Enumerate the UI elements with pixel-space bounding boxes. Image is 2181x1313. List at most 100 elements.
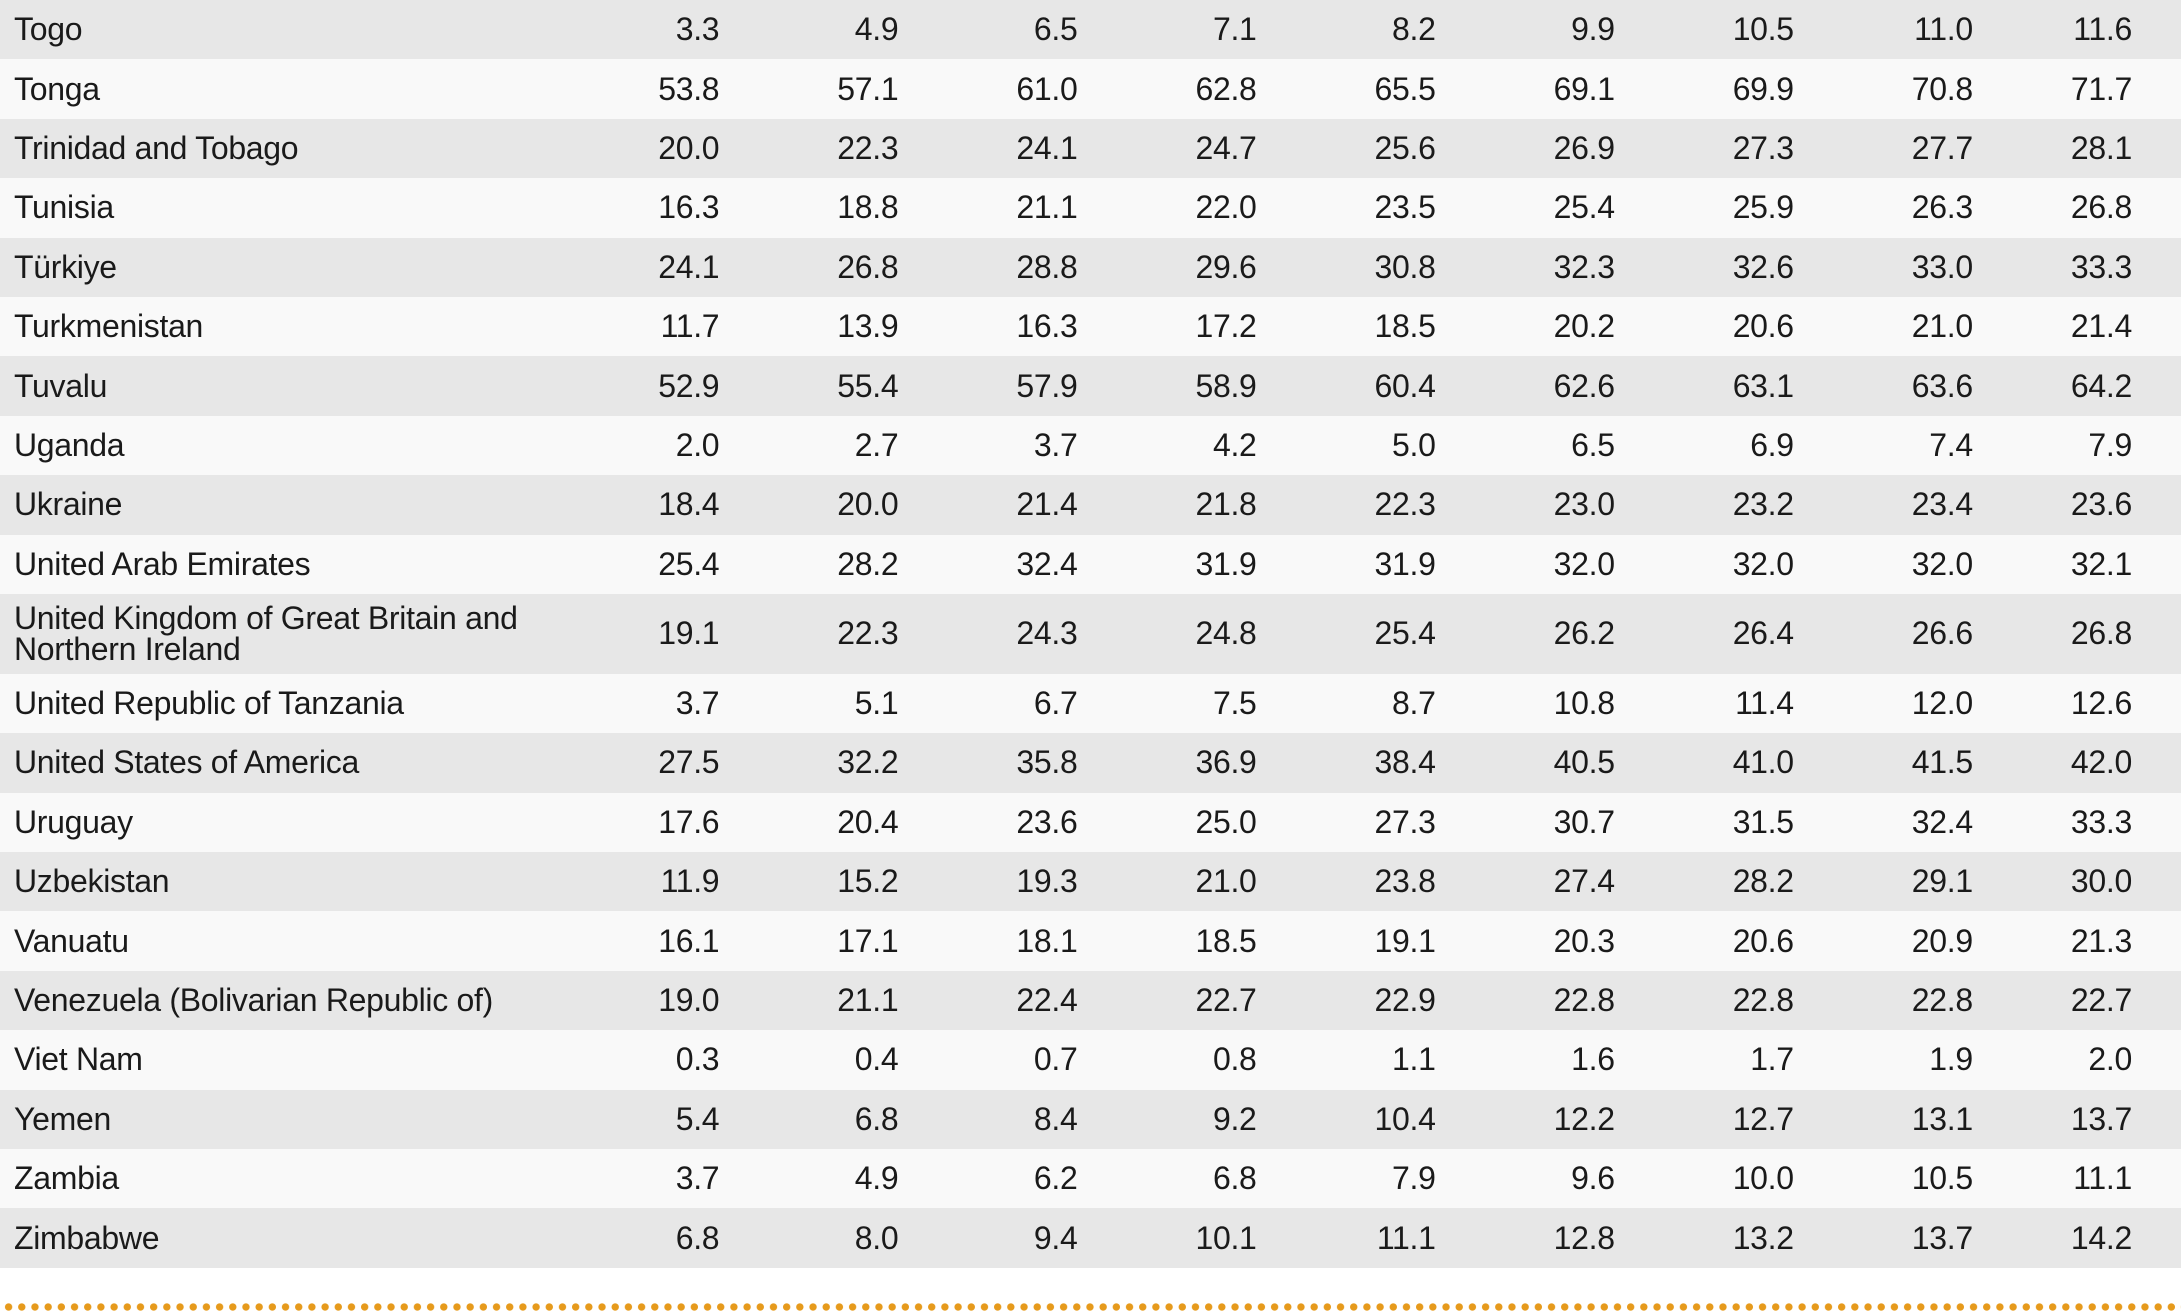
value-cell: 30.8 (1374, 248, 1436, 285)
table-body: Togo 3.3 4.9 6.5 7.1 8.2 9.9 10.5 11.0 11.6 Tonga 5… (0, 0, 2181, 1268)
value-cell: 3.3 (675, 11, 720, 48)
value-cell: 7.9 (2088, 426, 2132, 463)
table-row: Uruguay 17.6 20.4 23.6 25.0 27.3 30.7 31.5 32.4 3… (0, 792, 2181, 853)
value-cell: 27.5 (658, 744, 720, 781)
value-cell: 24.3 (1016, 615, 1078, 652)
value-cell: 11.0 (1914, 11, 1973, 48)
value-cell: 13.1 (1911, 1100, 1973, 1137)
value-cell: 2.0 (2088, 1041, 2132, 1078)
value-cell: 33.3 (2070, 803, 2132, 840)
value-cell: 8.0 (854, 1219, 899, 1256)
country-name-cell: Tonga (14, 70, 100, 107)
value-cell: 7.5 (1212, 685, 1257, 722)
value-cell: 63.6 (1911, 367, 1973, 404)
value-cell: 29.1 (1911, 863, 1973, 900)
value-cell: 6.8 (675, 1219, 720, 1256)
value-cell: 2.7 (854, 426, 899, 463)
value-cell: 0.7 (1033, 1041, 1078, 1078)
value-cell: 21.4 (1016, 486, 1078, 523)
value-cell: 57.1 (837, 70, 899, 107)
table-row: Tunisia 16.3 18.8 21.1 22.0 23.5 25.4 25.9 26.3 2… (0, 178, 2181, 238)
value-cell: 19.3 (1016, 863, 1078, 900)
value-cell: 31.5 (1732, 803, 1794, 840)
value-cell: 29.6 (1195, 248, 1257, 285)
value-cell: 22.3 (1374, 486, 1436, 523)
value-cell: 18.1 (1016, 922, 1078, 959)
value-cell: 3.7 (675, 1160, 720, 1197)
value-cell: 62.8 (1195, 70, 1257, 107)
value-cell: 22.3 (837, 615, 899, 652)
value-cell: 26.6 (1911, 615, 1973, 652)
value-cell: 11.4 (1735, 685, 1794, 722)
value-cell: 24.7 (1195, 129, 1257, 166)
country-name-cell: Zimbabwe (14, 1219, 160, 1256)
value-cell: 21.1 (1016, 189, 1078, 226)
value-cell: 10.5 (1732, 11, 1794, 48)
value-cell: 10.8 (1553, 685, 1615, 722)
value-cell: 65.5 (1374, 70, 1436, 107)
value-cell: 28.8 (1016, 248, 1078, 285)
value-cell: 18.5 (1374, 308, 1436, 345)
value-cell: 27.3 (1732, 129, 1794, 166)
value-cell: 24.8 (1195, 615, 1257, 652)
table-row: United States of America 27.5 32.2 35.8 36.9… (0, 733, 2181, 793)
value-cell: 32.0 (1911, 545, 1973, 582)
value-cell: 19.0 (658, 982, 720, 1019)
value-cell: 8.4 (1033, 1100, 1078, 1137)
table-row: Türkiye 24.1 26.8 28.8 29.6 30.8 32.3 32.6 33.0 3… (0, 237, 2181, 297)
value-cell: 11.7 (660, 308, 720, 345)
value-cell: 13.9 (837, 308, 899, 345)
value-cell: 23.2 (1732, 486, 1794, 523)
value-cell: 20.9 (1911, 922, 1973, 959)
table-row: Vanuatu 16.1 17.1 18.1 18.5 19.1 20.3 20.6 20.9 2… (0, 911, 2181, 971)
value-cell: 30.7 (1553, 803, 1615, 840)
value-cell: 20.3 (1553, 922, 1615, 959)
dotted-divider (0, 1302, 2181, 1312)
value-cell: 23.6 (1016, 803, 1078, 840)
value-cell: 8.7 (1392, 685, 1436, 722)
country-name-cell: United Arab Emirates (14, 545, 311, 582)
value-cell: 32.1 (2070, 545, 2132, 582)
value-cell: 6.8 (1212, 1160, 1257, 1197)
table-row: United Arab Emirates 25.4 28.2 32.4 31.9 31.9… (0, 534, 2181, 594)
value-cell: 23.8 (1374, 863, 1436, 900)
value-cell: 1.9 (1929, 1041, 1973, 1078)
table-row: Togo 3.3 4.9 6.5 7.1 8.2 9.9 10.5 11.0 11.6 (0, 0, 2181, 60)
value-cell: 22.8 (1732, 982, 1794, 1019)
value-cell: 30.0 (2070, 863, 2132, 900)
table-row: Tonga 53.8 57.1 61.0 62.8 65.5 69.1 69.9 70.8 71.… (0, 59, 2181, 119)
value-cell: 55.4 (837, 367, 899, 404)
value-cell: 21.8 (1195, 486, 1257, 523)
value-cell: 21.4 (2070, 308, 2132, 345)
value-cell: 26.9 (1553, 129, 1615, 166)
value-cell: 27.3 (1374, 803, 1436, 840)
value-cell: 61.0 (1016, 70, 1078, 107)
value-cell: 38.4 (1374, 744, 1436, 781)
country-name-cell: Ukraine (14, 486, 123, 523)
value-cell: 53.8 (658, 70, 720, 107)
country-name-cell: Vanuatu (14, 922, 129, 959)
value-cell: 20.0 (837, 486, 899, 523)
table-row: Yemen 5.4 6.8 8.4 9.2 10.4 12.2 12.7 13.1 13.7 (0, 1089, 2181, 1150)
value-cell: 22.3 (837, 129, 899, 166)
value-cell: 4.9 (854, 1160, 899, 1197)
value-cell: 25.4 (1374, 615, 1436, 652)
value-cell: 12.2 (1553, 1100, 1615, 1137)
country-name-cell: Tunisia (14, 189, 114, 226)
value-cell: 18.4 (658, 486, 720, 523)
value-cell: 11.1 (1376, 1219, 1436, 1256)
country-name-cell: Venezuela (Bolivarian Republic of) (14, 982, 493, 1019)
value-cell: 10.1 (1195, 1219, 1257, 1256)
value-cell: 9.2 (1212, 1100, 1257, 1137)
value-cell: 5.0 (1392, 426, 1436, 463)
value-cell: 27.7 (1911, 129, 1973, 166)
value-cell: 60.4 (1374, 367, 1436, 404)
value-cell: 13.7 (1911, 1219, 1973, 1256)
value-cell: 10.4 (1374, 1100, 1436, 1137)
value-cell: 35.8 (1016, 744, 1078, 781)
table-row: Trinidad and Tobago 20.0 22.3 24.1 24.7 25.6 2… (0, 118, 2181, 179)
value-cell: 17.6 (658, 803, 720, 840)
table-row: Ukraine 18.4 20.0 21.4 21.8 22.3 23.0 23.2 23.4 2… (0, 475, 2181, 535)
value-cell: 6.2 (1033, 1160, 1078, 1197)
value-cell: 11.1 (2073, 1160, 2132, 1197)
